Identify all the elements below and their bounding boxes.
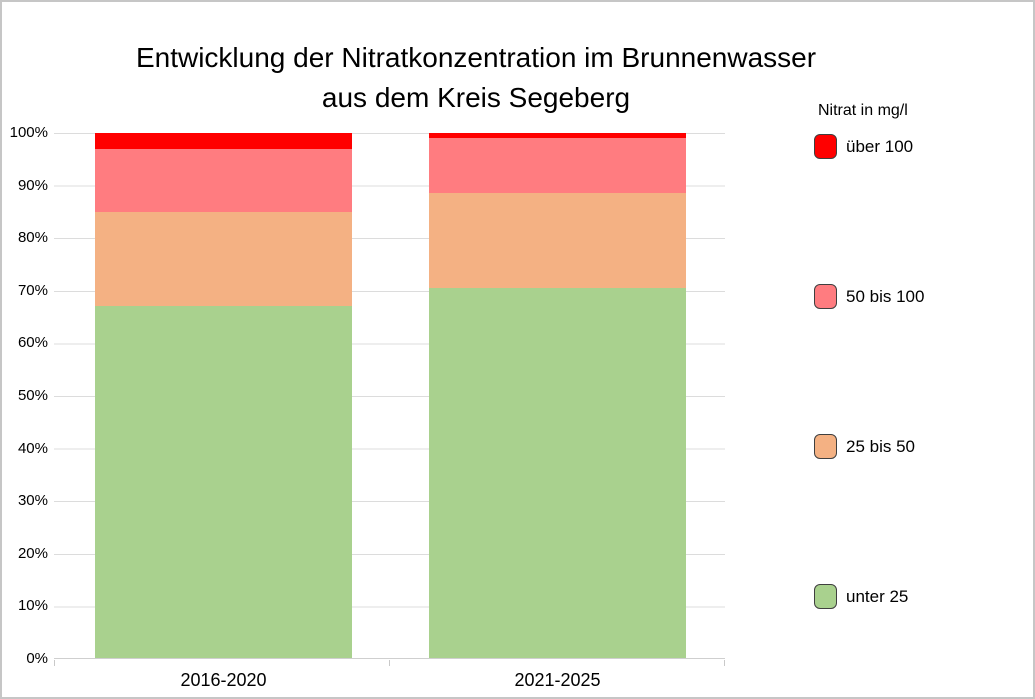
chart-title-line-1: Entwicklung der Nitratkonzentration im B… [135,42,817,73]
legend-swatch-50-bis-100 [814,284,837,309]
legend-swatch-unter-25 [814,584,837,609]
bar-segment-50-bis-100 [95,148,352,212]
plot-area [54,133,725,659]
legend-label: 50 bis 100 [846,286,925,306]
chart-title: Entwicklung der Nitratkonzentration im B… [2,38,950,118]
bar-segment-unter-25 [429,287,686,658]
y-axis-tick-label: 10% [17,597,48,615]
y-axis-tick-label: 60% [17,334,48,352]
x-axis-tick [389,660,390,666]
y-axis-tick-label: 90% [17,176,48,194]
x-axis-tick [724,660,725,666]
legend-item-50-bis-100: 50 bis 100 [814,284,924,309]
legend-swatch-ueber-100 [814,134,837,159]
y-axis-tick-label: 100% [9,124,48,141]
legend-item-25-bis-50: 25 bis 50 [814,434,915,459]
stacked-bar-2016-2020 [95,133,352,658]
y-axis-tick-label: 0% [26,650,48,667]
legend-item-ueber-100: über 100 [814,134,913,159]
y-axis-tick-label: 30% [17,492,48,510]
x-axis-label-2016-2020: 2016-2020 [180,670,267,690]
x-axis-tick [54,660,55,666]
bar-segment-über-100 [429,133,686,139]
legend-swatch-25-bis-50 [814,434,837,459]
stacked-bar-2021-2025 [429,133,686,658]
bar-segment-über-100 [95,133,352,149]
y-axis-tick-label: 70% [17,281,48,299]
x-axis-label-2021-2025: 2021-2025 [514,670,601,690]
bar-segment-50-bis-100 [429,138,686,194]
legend-label: unter 25 [846,586,909,606]
legend-label: 25 bis 50 [846,436,915,456]
chart-title-line-2: aus dem Kreis Segeberg [321,82,631,113]
y-axis-tick-label: 80% [17,229,48,247]
bar-segment-unter-25 [95,306,352,658]
y-axis-tick-label: 40% [17,439,48,457]
legend-title: Nitrat in mg/l [818,102,908,119]
bar-segment-25-bis-50 [429,193,686,288]
y-axis-tick-label: 50% [17,387,48,404]
bar-segment-25-bis-50 [95,211,352,307]
y-axis-tick-label: 20% [17,544,48,562]
legend-item-unter-25: unter 25 [814,584,908,609]
legend-label: über 100 [846,136,914,156]
